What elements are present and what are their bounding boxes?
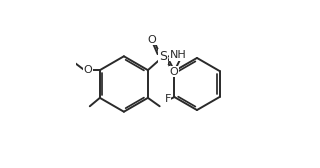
Text: F: F [164,94,171,104]
Text: O: O [170,67,178,77]
Text: O: O [84,65,92,75]
Text: S: S [159,50,167,63]
Text: NH: NH [170,50,187,60]
Text: O: O [148,35,156,45]
